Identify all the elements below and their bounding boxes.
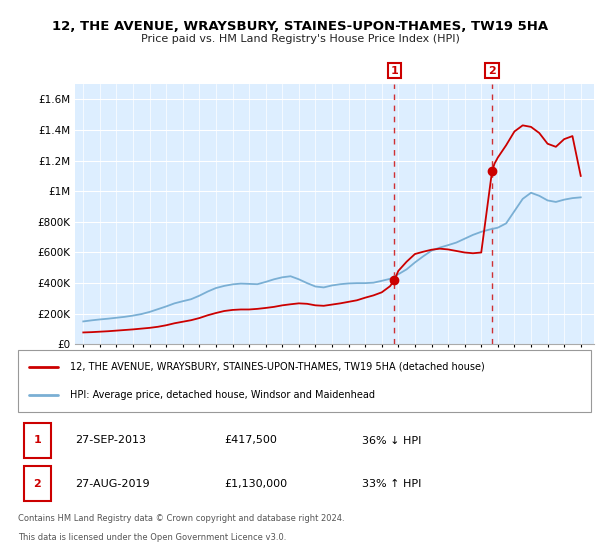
Text: £417,500: £417,500 bbox=[224, 436, 277, 446]
Text: 12, THE AVENUE, WRAYSBURY, STAINES-UPON-THAMES, TW19 5HA (detached house): 12, THE AVENUE, WRAYSBURY, STAINES-UPON-… bbox=[70, 362, 484, 372]
Text: 36% ↓ HPI: 36% ↓ HPI bbox=[362, 436, 421, 446]
Text: 33% ↑ HPI: 33% ↑ HPI bbox=[362, 478, 421, 488]
Text: 1: 1 bbox=[391, 66, 398, 76]
Text: Price paid vs. HM Land Registry's House Price Index (HPI): Price paid vs. HM Land Registry's House … bbox=[140, 34, 460, 44]
FancyBboxPatch shape bbox=[24, 423, 51, 459]
Text: 2: 2 bbox=[488, 66, 496, 76]
Text: £1,130,000: £1,130,000 bbox=[224, 478, 287, 488]
Text: This data is licensed under the Open Government Licence v3.0.: This data is licensed under the Open Gov… bbox=[18, 533, 286, 542]
FancyBboxPatch shape bbox=[18, 350, 591, 412]
Text: 2: 2 bbox=[34, 478, 41, 488]
Text: 1: 1 bbox=[34, 436, 41, 446]
Text: Contains HM Land Registry data © Crown copyright and database right 2024.: Contains HM Land Registry data © Crown c… bbox=[18, 514, 344, 523]
Text: HPI: Average price, detached house, Windsor and Maidenhead: HPI: Average price, detached house, Wind… bbox=[70, 390, 374, 400]
Text: 27-AUG-2019: 27-AUG-2019 bbox=[76, 478, 150, 488]
Text: 12, THE AVENUE, WRAYSBURY, STAINES-UPON-THAMES, TW19 5HA: 12, THE AVENUE, WRAYSBURY, STAINES-UPON-… bbox=[52, 20, 548, 32]
FancyBboxPatch shape bbox=[24, 465, 51, 501]
Text: 27-SEP-2013: 27-SEP-2013 bbox=[76, 436, 146, 446]
